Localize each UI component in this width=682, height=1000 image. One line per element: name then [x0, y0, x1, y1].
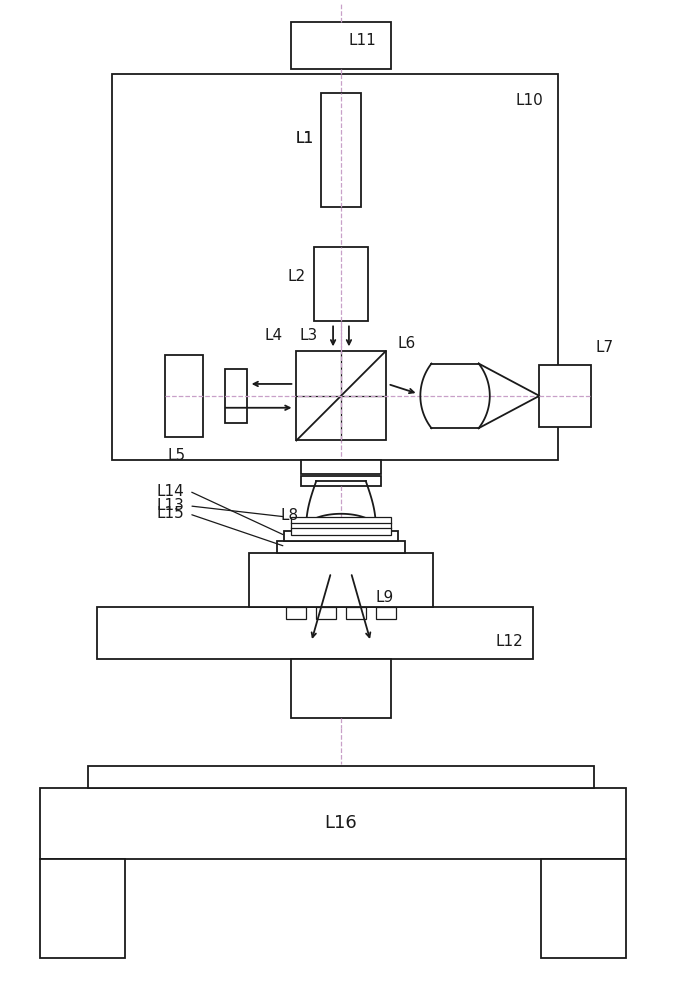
Bar	[291, 22, 391, 69]
Bar	[225, 369, 247, 423]
Bar	[539, 365, 591, 427]
Bar	[40, 788, 625, 859]
Bar	[284, 531, 398, 541]
Bar	[97, 607, 533, 659]
Bar	[346, 607, 366, 619]
Text: L8: L8	[280, 508, 298, 523]
Text: L7: L7	[596, 340, 614, 355]
Bar	[286, 607, 306, 619]
Text: L6: L6	[397, 336, 415, 351]
Bar	[291, 659, 391, 718]
Text: L12: L12	[496, 634, 524, 649]
Bar	[297, 351, 385, 440]
Text: L3: L3	[299, 328, 318, 343]
Bar	[321, 93, 361, 207]
Bar	[291, 517, 391, 535]
Bar	[301, 476, 381, 486]
Text: L2: L2	[288, 269, 306, 284]
Bar	[542, 859, 625, 958]
Text: L14: L14	[156, 484, 184, 499]
Text: L16: L16	[325, 814, 357, 832]
Bar	[40, 859, 125, 958]
Text: L11: L11	[349, 33, 376, 48]
Bar	[301, 460, 381, 474]
Text: L13: L13	[156, 498, 184, 513]
Bar	[316, 607, 336, 619]
Text: L9: L9	[376, 590, 394, 605]
Text: L1: L1	[295, 131, 313, 146]
Bar	[112, 74, 558, 460]
Bar	[249, 553, 433, 607]
Text: L15: L15	[156, 506, 184, 521]
Text: L1: L1	[295, 131, 313, 146]
Text: L10: L10	[516, 93, 544, 108]
Bar	[88, 766, 594, 788]
Bar	[166, 355, 203, 437]
Bar	[276, 541, 406, 553]
Text: L5: L5	[167, 448, 186, 463]
Bar	[376, 607, 396, 619]
Text: L4: L4	[265, 328, 283, 343]
Bar	[314, 247, 368, 321]
